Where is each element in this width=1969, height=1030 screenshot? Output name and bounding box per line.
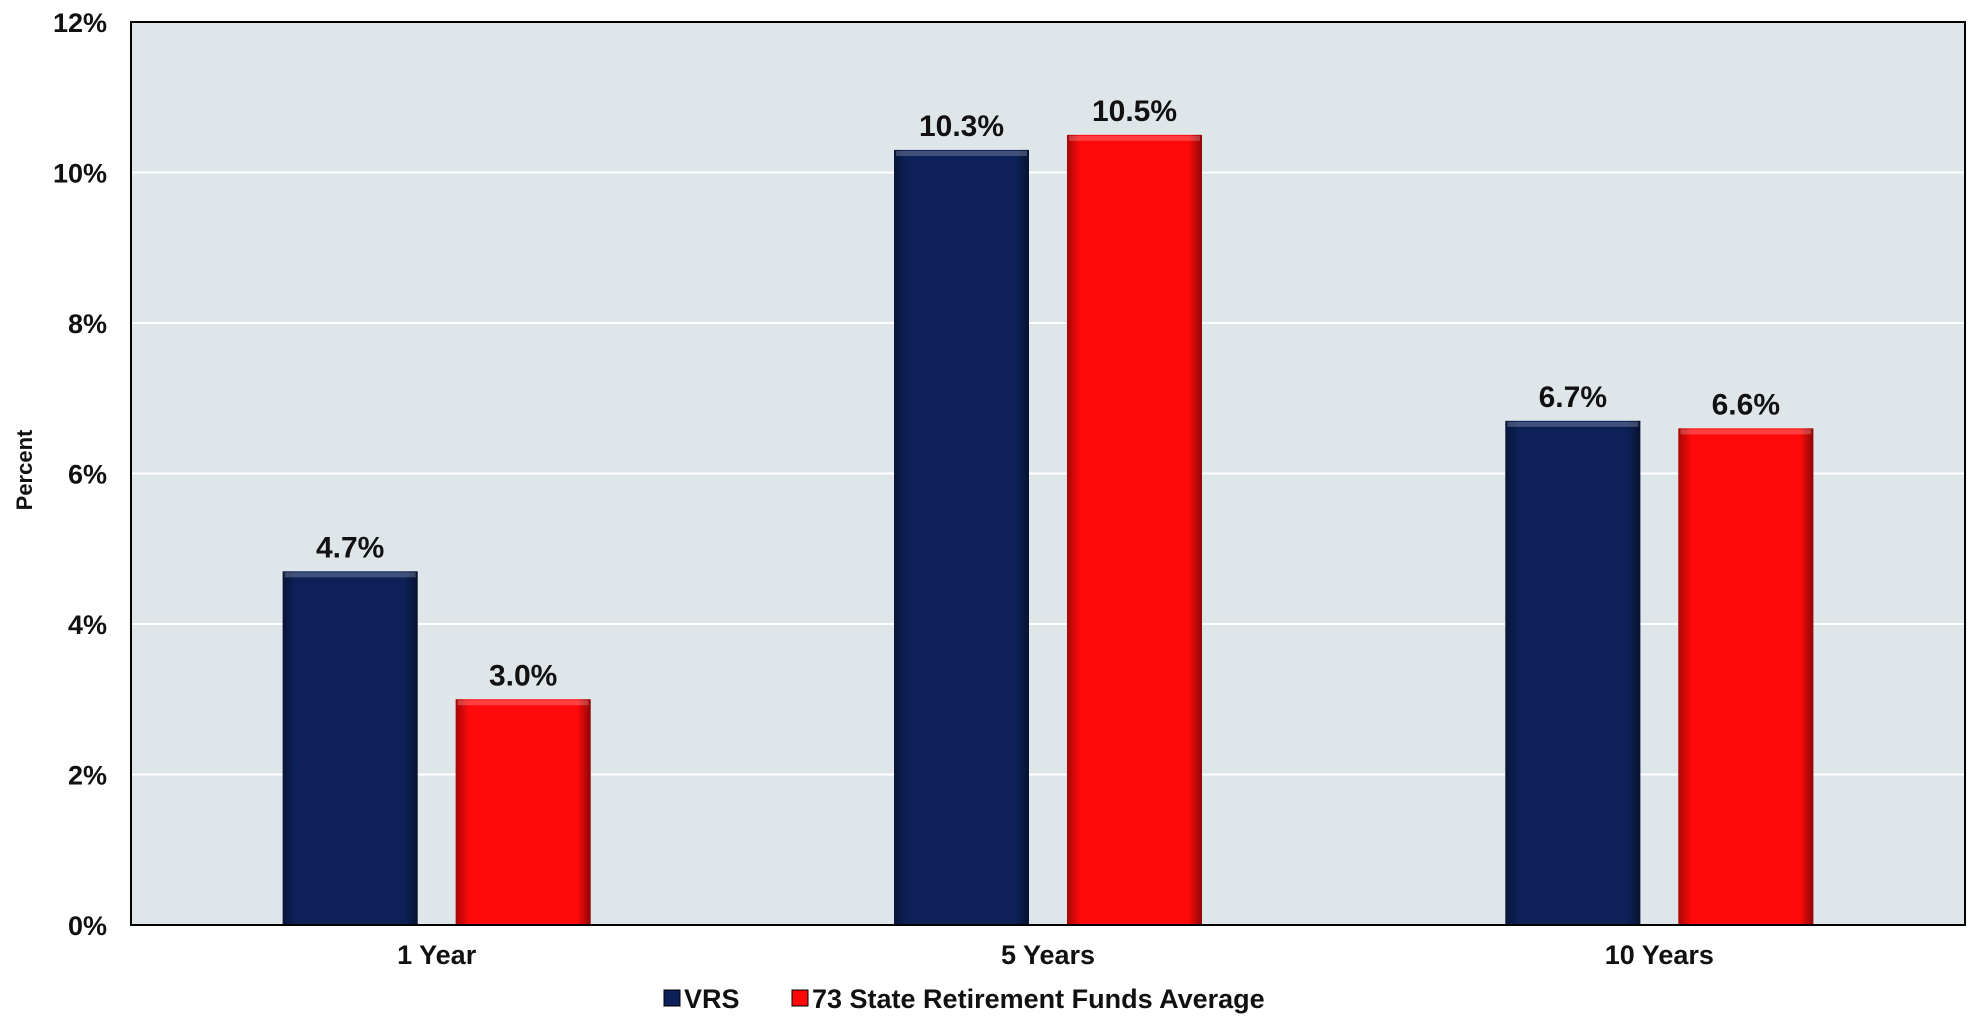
y-tick-label: 10% — [53, 159, 107, 189]
legend-item[interactable]: 73 State Retirement Funds Average — [791, 984, 1265, 1014]
y-tick-label: 8% — [68, 309, 107, 339]
bar-highlight — [1507, 421, 1639, 427]
bars — [282, 134, 1814, 926]
data-label: 10.5% — [1092, 95, 1177, 128]
legend-item[interactable]: VRS — [663, 984, 740, 1014]
gridlines — [131, 171, 1965, 776]
data-label: 6.7% — [1539, 381, 1607, 414]
bar-highlight — [457, 700, 589, 706]
bar-highlight — [1069, 135, 1200, 141]
x-tick-label: 1 Year — [397, 940, 477, 970]
bar-bevel — [1678, 428, 1814, 925]
data-label: 3.0% — [489, 659, 557, 692]
y-tick-label: 0% — [68, 911, 107, 941]
bar-highlight — [896, 150, 1027, 156]
y-tick-label: 4% — [68, 610, 107, 640]
bar-vrs-10-years — [1505, 420, 1641, 925]
bar-vrs-1-year — [282, 571, 418, 925]
bar-bevel — [1505, 420, 1641, 925]
legend-swatch — [791, 989, 809, 1007]
data-label: 6.6% — [1712, 388, 1780, 421]
bar-highlight — [1680, 429, 1812, 435]
data-labels: 4.7% 3.0% 10.3% 10.5% 6.7% 6.6% — [316, 95, 1780, 692]
y-tick-label: 6% — [68, 460, 107, 490]
bar-bevel — [455, 699, 591, 925]
legend-label: VRS — [684, 984, 740, 1014]
data-label: 10.3% — [919, 110, 1004, 143]
y-axis-title: Percent — [12, 429, 37, 510]
bar-bevel — [894, 149, 1029, 926]
bar-highlight — [284, 572, 416, 578]
bar-73-state-retirement-funds-average-10-years — [1678, 428, 1814, 925]
bar-73-state-retirement-funds-average-5-years — [1067, 134, 1202, 925]
legend-swatch — [663, 989, 681, 1007]
legend[interactable]: VRS 73 State Retirement Funds Average — [663, 984, 1265, 1014]
bar-vrs-5-years — [894, 149, 1029, 926]
y-tick-label: 2% — [68, 761, 107, 791]
data-label: 4.7% — [316, 531, 384, 564]
x-tick-label: 5 Years — [1001, 940, 1095, 970]
plot-border — [130, 21, 1966, 926]
axes: 0% 2% 4% 6% 8% 10% 12% 1 Year 5 Years 10 Years — [53, 8, 1966, 970]
legend-label: 73 State Retirement Funds Average — [812, 984, 1265, 1014]
y-tick-label: 12% — [53, 8, 107, 38]
bar-bevel — [282, 571, 418, 925]
bar-73-state-retirement-funds-average-1-year — [455, 699, 591, 925]
x-tick-label: 10 Years — [1605, 940, 1714, 970]
bar-bevel — [1067, 134, 1202, 925]
